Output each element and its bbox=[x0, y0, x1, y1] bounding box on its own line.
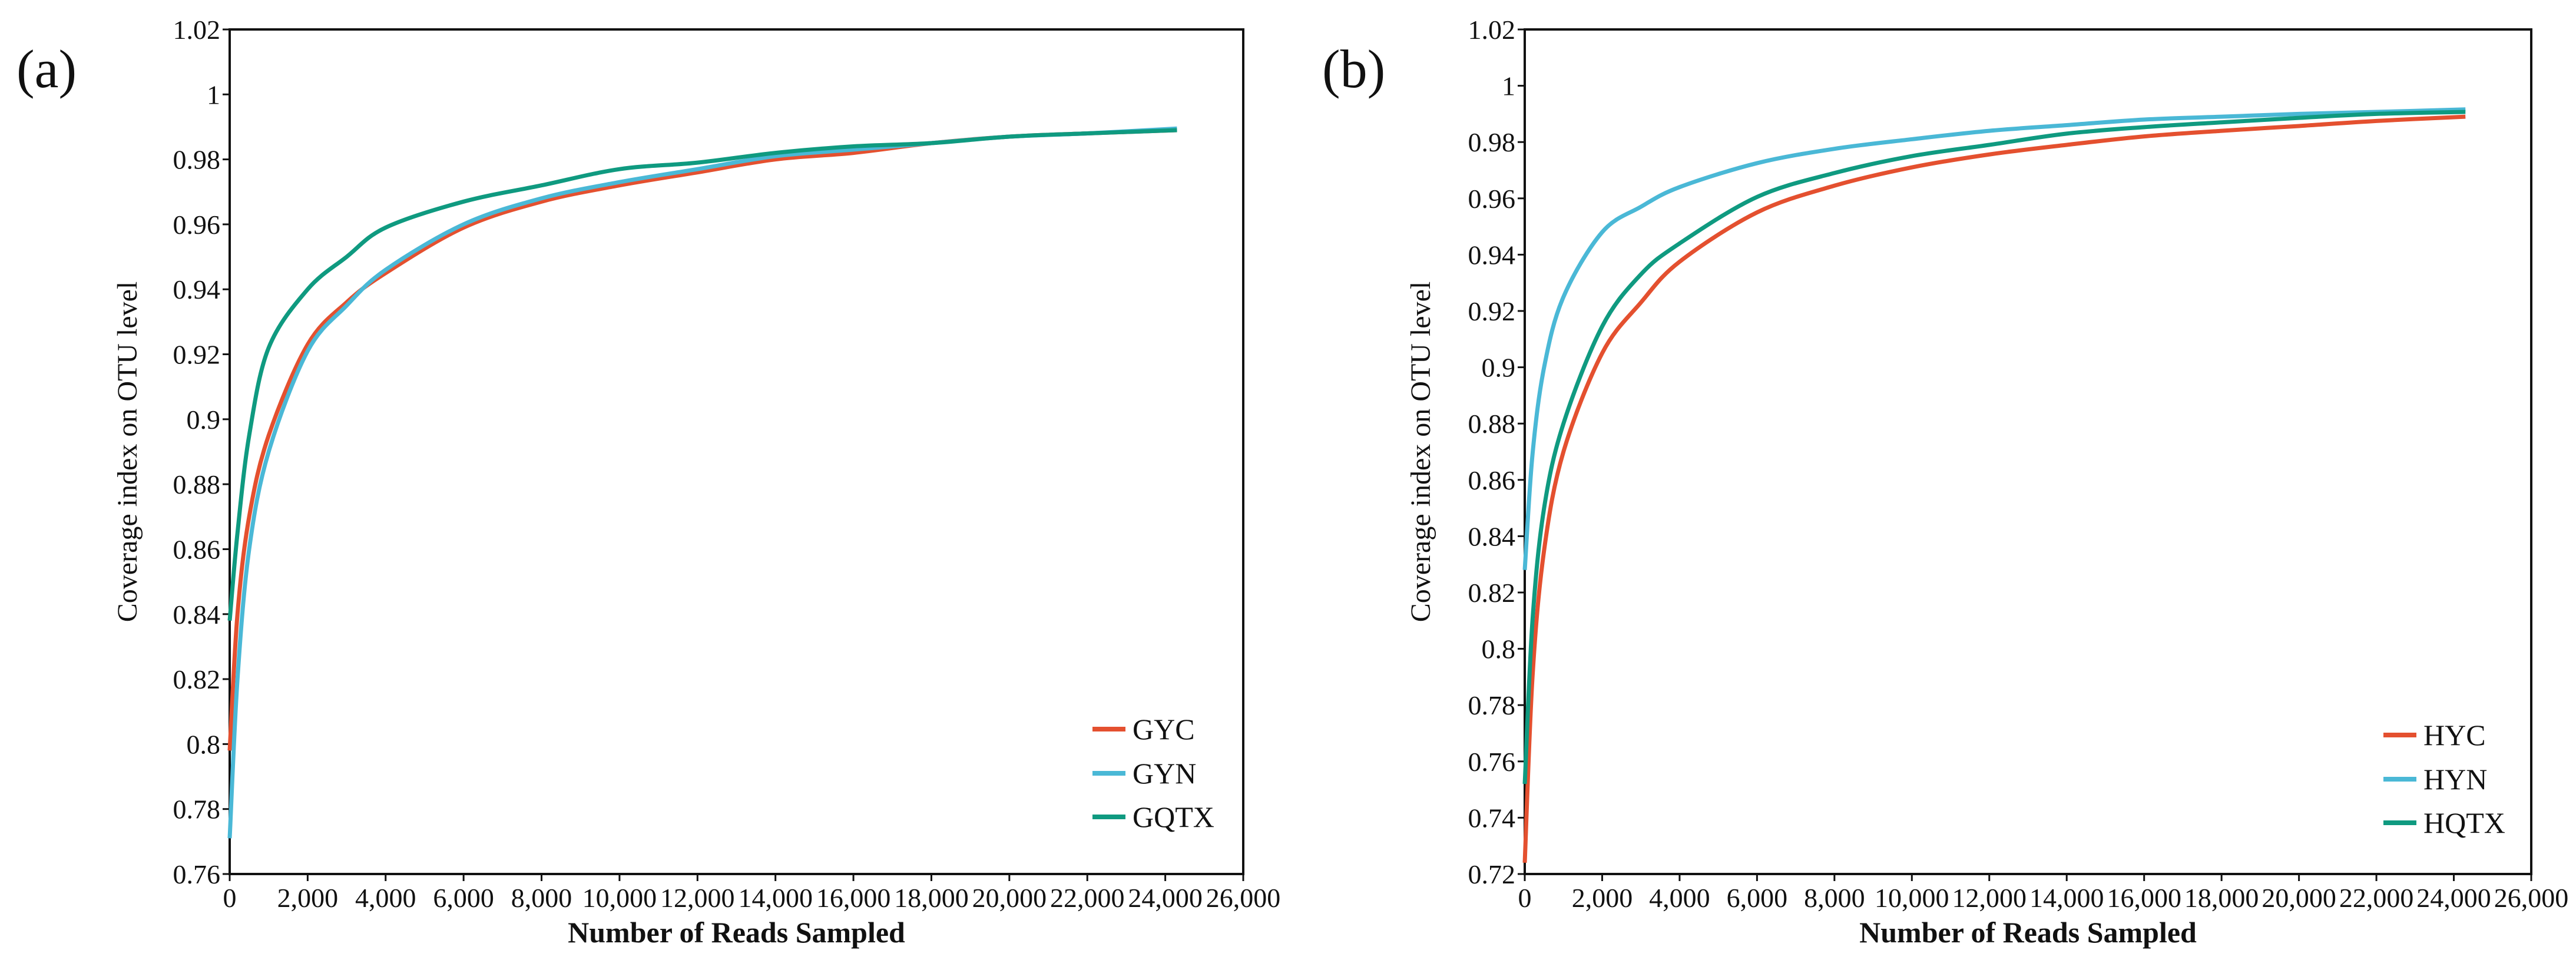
x-tick-label: 10,000 bbox=[1875, 883, 1949, 913]
x-tick-label: 8,000 bbox=[511, 883, 572, 913]
y-tick-label: 0.78 bbox=[173, 795, 221, 825]
x-tick-label: 0 bbox=[223, 883, 237, 913]
y-tick-label: 0.98 bbox=[1468, 127, 1516, 157]
legend-label: HYN bbox=[2423, 763, 2487, 796]
series-line-hyc bbox=[1522, 114, 2466, 863]
x-tick-label: 10,000 bbox=[582, 883, 657, 913]
plot-frame bbox=[229, 28, 1244, 875]
chart-panel-b: (b) 0.72 0.74 0.76 0.78 0.8 0.82 0.84 0.86 0.88 0.… bbox=[1322, 15, 2568, 949]
x-tick-label: 18,000 bbox=[894, 883, 969, 913]
y-tick-label: 0.8 bbox=[187, 729, 221, 759]
y-tick-label: 0.82 bbox=[1468, 578, 1516, 608]
y-tick-label: 0.82 bbox=[173, 664, 221, 694]
y-tick-label: 1.02 bbox=[173, 15, 221, 45]
x-tick-label: 20,000 bbox=[972, 883, 1047, 913]
y-tick-label: 0.74 bbox=[1468, 803, 1516, 833]
y-tick-label: 1 bbox=[207, 80, 220, 110]
x-tick-label: 22,000 bbox=[1050, 883, 1125, 913]
y-tick-label: 0.96 bbox=[173, 210, 221, 240]
legend-label: GYN bbox=[1133, 757, 1196, 790]
y-tick-label: 0.9 bbox=[187, 405, 221, 435]
legend-label: HYC bbox=[2423, 719, 2486, 752]
y-tick-label: 0.88 bbox=[1468, 409, 1516, 439]
plot-frame bbox=[1524, 28, 2532, 875]
x-tick-label: 18,000 bbox=[2184, 883, 2259, 913]
x-tick-label: 12,000 bbox=[660, 883, 735, 913]
series-line-gqtx bbox=[227, 128, 1177, 621]
x-tick-label: 16,000 bbox=[816, 883, 891, 913]
x-tick-label: 6,000 bbox=[433, 883, 494, 913]
x-tick-label: 2,000 bbox=[277, 883, 339, 913]
x-tick-label: 16,000 bbox=[2107, 883, 2181, 913]
x-tick-label: 26,000 bbox=[2494, 883, 2569, 913]
panel-label: (a) bbox=[16, 39, 77, 99]
y-tick-label: 0.76 bbox=[173, 859, 221, 889]
panel-label: (b) bbox=[1322, 39, 1385, 99]
legend-label: HQTX bbox=[2423, 806, 2505, 839]
y-tick-label: 0.88 bbox=[173, 469, 221, 499]
y-tick-label: 0.84 bbox=[173, 600, 221, 630]
y-tick-label: 0.76 bbox=[1468, 747, 1516, 777]
x-tick-label: 20,000 bbox=[2262, 883, 2336, 913]
x-tick-label: 14,000 bbox=[738, 883, 813, 913]
x-tick-label: 0 bbox=[1518, 883, 1532, 913]
y-tick-label: 0.94 bbox=[173, 274, 221, 304]
x-tick-label: 24,000 bbox=[1128, 883, 1203, 913]
series-line-hqtx bbox=[1522, 110, 2466, 784]
x-tick-label: 6,000 bbox=[1727, 883, 1788, 913]
x-tick-label: 8,000 bbox=[1804, 883, 1865, 913]
x-tick-label: 12,000 bbox=[1952, 883, 2027, 913]
x-tick-label: 14,000 bbox=[2029, 883, 2104, 913]
y-tick-label: 0.94 bbox=[1468, 240, 1516, 270]
series-line-hyn bbox=[1522, 107, 2466, 570]
y-axis-title: Coverage index on OTU level bbox=[1405, 282, 1436, 622]
x-tick-label: 2,000 bbox=[1572, 883, 1633, 913]
x-axis-title: Number of Reads Sampled bbox=[568, 916, 905, 949]
x-tick-label: 22,000 bbox=[2339, 883, 2414, 913]
y-tick-label: 0.96 bbox=[1468, 184, 1516, 214]
x-tick-label: 4,000 bbox=[1649, 883, 1710, 913]
y-tick-label: 0.92 bbox=[1468, 296, 1516, 326]
x-tick-label: 24,000 bbox=[2416, 883, 2491, 913]
x-tick-label: 4,000 bbox=[355, 883, 416, 913]
legend-label: GYC bbox=[1133, 713, 1195, 746]
y-tick-label: 1.02 bbox=[1468, 15, 1516, 45]
y-tick-label: 0.84 bbox=[1468, 521, 1516, 551]
y-tick-label: 1 bbox=[1502, 71, 1515, 101]
y-tick-label: 0.86 bbox=[173, 534, 221, 564]
y-axis-title: Coverage index on OTU level bbox=[112, 282, 143, 622]
legend-label: GQTX bbox=[1133, 800, 1214, 833]
y-tick-label: 0.72 bbox=[1468, 859, 1516, 889]
y-tick-label: 0.8 bbox=[1482, 634, 1516, 664]
y-tick-label: 0.86 bbox=[1468, 465, 1516, 495]
y-tick-label: 0.98 bbox=[173, 145, 221, 175]
chart-panel-a: (a) 0.76 0.78 0.8 0.82 0.84 0.86 0.88 0.9 0.92 0.9… bbox=[16, 15, 1280, 949]
y-tick-label: 0.78 bbox=[1468, 690, 1516, 720]
x-tick-label: 26,000 bbox=[1206, 883, 1281, 913]
x-axis-title: Number of Reads Sampled bbox=[1859, 916, 2197, 949]
y-tick-label: 0.9 bbox=[1482, 353, 1516, 383]
series-line-gyc bbox=[227, 128, 1177, 751]
y-tick-label: 0.92 bbox=[173, 340, 221, 370]
